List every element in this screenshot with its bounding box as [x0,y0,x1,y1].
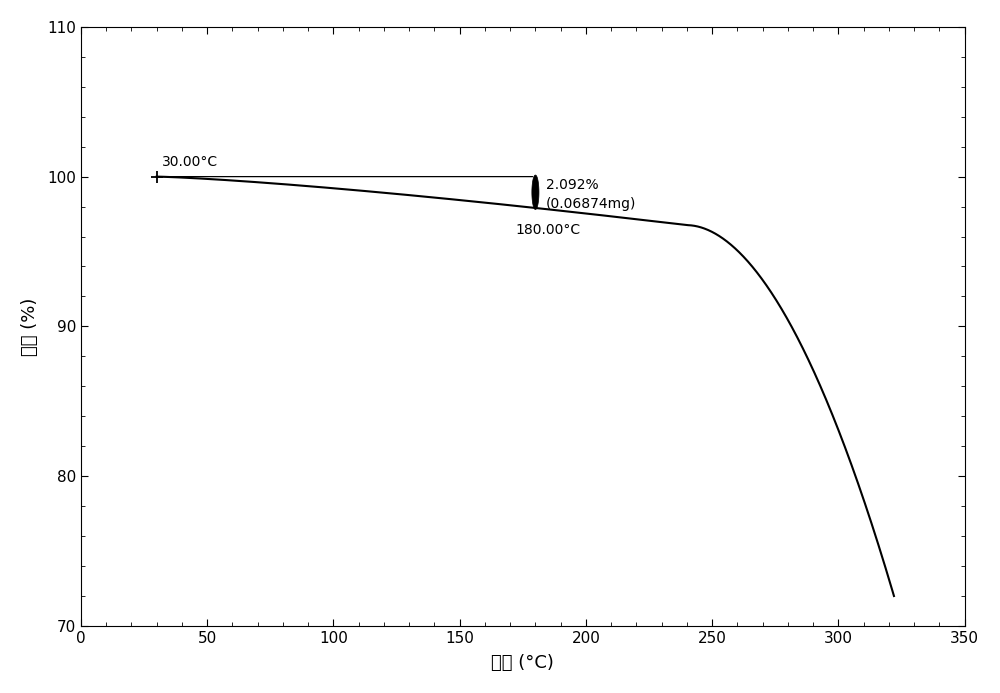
Text: (0.06874mg): (0.06874mg) [546,197,636,211]
Text: 30.00°C: 30.00°C [162,155,218,169]
Text: 2.092%: 2.092% [546,178,598,192]
Polygon shape [532,175,539,209]
Text: 180.00°C: 180.00°C [515,223,580,237]
Y-axis label: 重量 (%): 重量 (%) [21,297,39,356]
X-axis label: 温度 (°C): 温度 (°C) [491,654,554,672]
